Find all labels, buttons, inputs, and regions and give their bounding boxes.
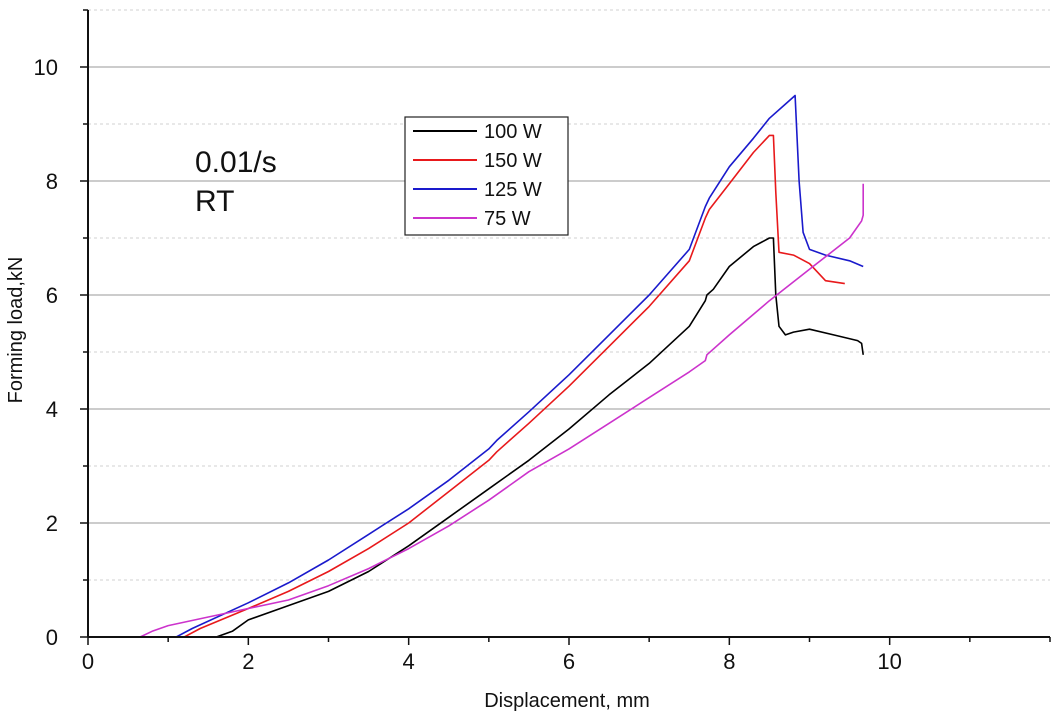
ticks: 0 2 4 6 8 10 0 2 4 6 8 10: [34, 9, 1051, 674]
legend-label: 125 W: [484, 179, 542, 201]
x-tick-label: 0: [82, 649, 94, 674]
series-line-150w: [183, 134, 845, 638]
y-tick-label: 8: [46, 169, 58, 194]
legend-box: [404, 116, 569, 236]
x-tick-label: 10: [877, 649, 901, 674]
annotation-temperature: RT: [195, 185, 234, 218]
legend-label: 100 W: [484, 121, 542, 143]
series-line-75w: [139, 183, 865, 638]
series-layer: [139, 94, 865, 638]
x-tick-label: 4: [403, 649, 415, 674]
y-axis-title: Forming load,kN: [5, 257, 27, 404]
x-tick-label: 6: [563, 649, 575, 674]
x-tick-label: 8: [723, 649, 735, 674]
y-tick-label: 4: [46, 397, 58, 422]
legend: 100 W 150 W 125 W 75 W: [404, 116, 569, 236]
series-line-100w: [216, 237, 864, 638]
y-tick-label: 2: [46, 511, 58, 536]
annotation-rate: 0.01/s: [195, 146, 277, 179]
legend-label: 150 W: [484, 150, 542, 172]
gridlines: [88, 9, 1050, 581]
legend-label: 75 W: [484, 208, 531, 230]
y-tick-label: 6: [46, 283, 58, 308]
x-tick-label: 2: [242, 649, 254, 674]
y-tick-label: 10: [34, 55, 58, 80]
series-line-125w: [175, 94, 864, 638]
y-tick-label: 0: [46, 625, 58, 650]
x-axis-title: Displacement, mm: [484, 690, 650, 712]
